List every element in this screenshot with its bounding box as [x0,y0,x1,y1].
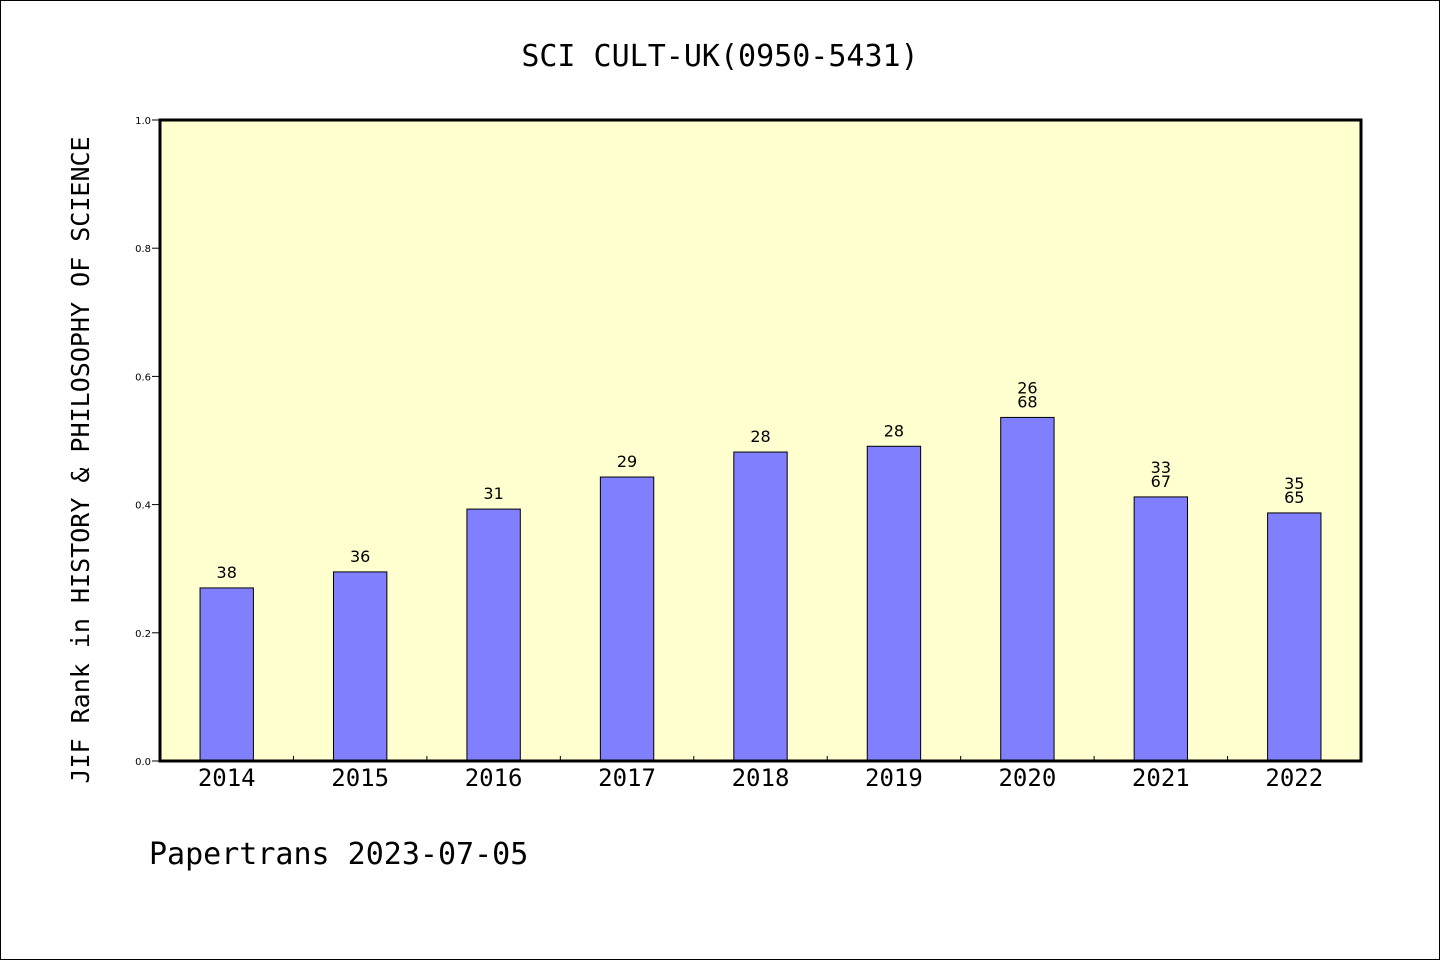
chart-title: SCI CULT-UK(0950-5431) [521,39,918,74]
bar-2020 [1000,416,1055,762]
bar-2015 [332,571,388,762]
bar-data-label: 65 [1284,488,1304,507]
y-tick-label: 0.8 [135,244,151,255]
y-tick-label: 0.0 [135,757,151,768]
y-tick-label: 0.6 [135,372,151,383]
bar-data-label: 28 [750,427,770,446]
bar-data-label: 67 [1151,472,1171,491]
x-tick-label: 2018 [732,764,790,792]
bars-layer [199,416,1322,762]
bar-data-label: 26 [1017,378,1037,397]
x-tick-label: 2014 [198,764,256,792]
bar-data-label: 28 [884,421,904,440]
bar-2016 [466,508,521,762]
bar-data-label: 36 [350,547,370,566]
ticks-layer: 2014 2015 2016 2017 2018 2019 2020 2021 2022 0.0 0… [135,116,1323,792]
bar-data-label: 68 [1017,392,1037,411]
bar-data-label: 31 [483,484,503,503]
bar-data-label: 33 [1151,458,1171,477]
y-tick-label: 1.0 [135,116,151,127]
bar-2021 [1133,496,1189,762]
y-tick-label: 0.4 [135,501,151,512]
x-tick-label: 2015 [331,764,389,792]
x-tick-label: 2021 [1132,764,1190,792]
bar-data-label: 29 [617,452,637,471]
y-axis-label: JIF Rank in HISTORY & PHILOSOPHY OF SCIE… [66,136,95,783]
bar-data-label: 35 [1284,474,1304,493]
bar-2018 [733,451,788,762]
x-tick-label: 2016 [465,764,523,792]
x-tick-label: 2017 [598,764,656,792]
y-tick-label: 0.2 [135,629,151,640]
bar-2022 [1267,512,1322,762]
x-tick-label: 2020 [998,764,1056,792]
x-tick-label: 2019 [865,764,923,792]
footer-text: Papertrans 2023-07-05 [149,837,528,872]
bar-2014 [199,587,254,762]
bar-data-label: 38 [217,563,237,582]
x-tick-label: 2022 [1265,764,1323,792]
bar-2019 [866,445,922,762]
bar-2017 [599,476,655,762]
plot-border [158,118,1363,763]
